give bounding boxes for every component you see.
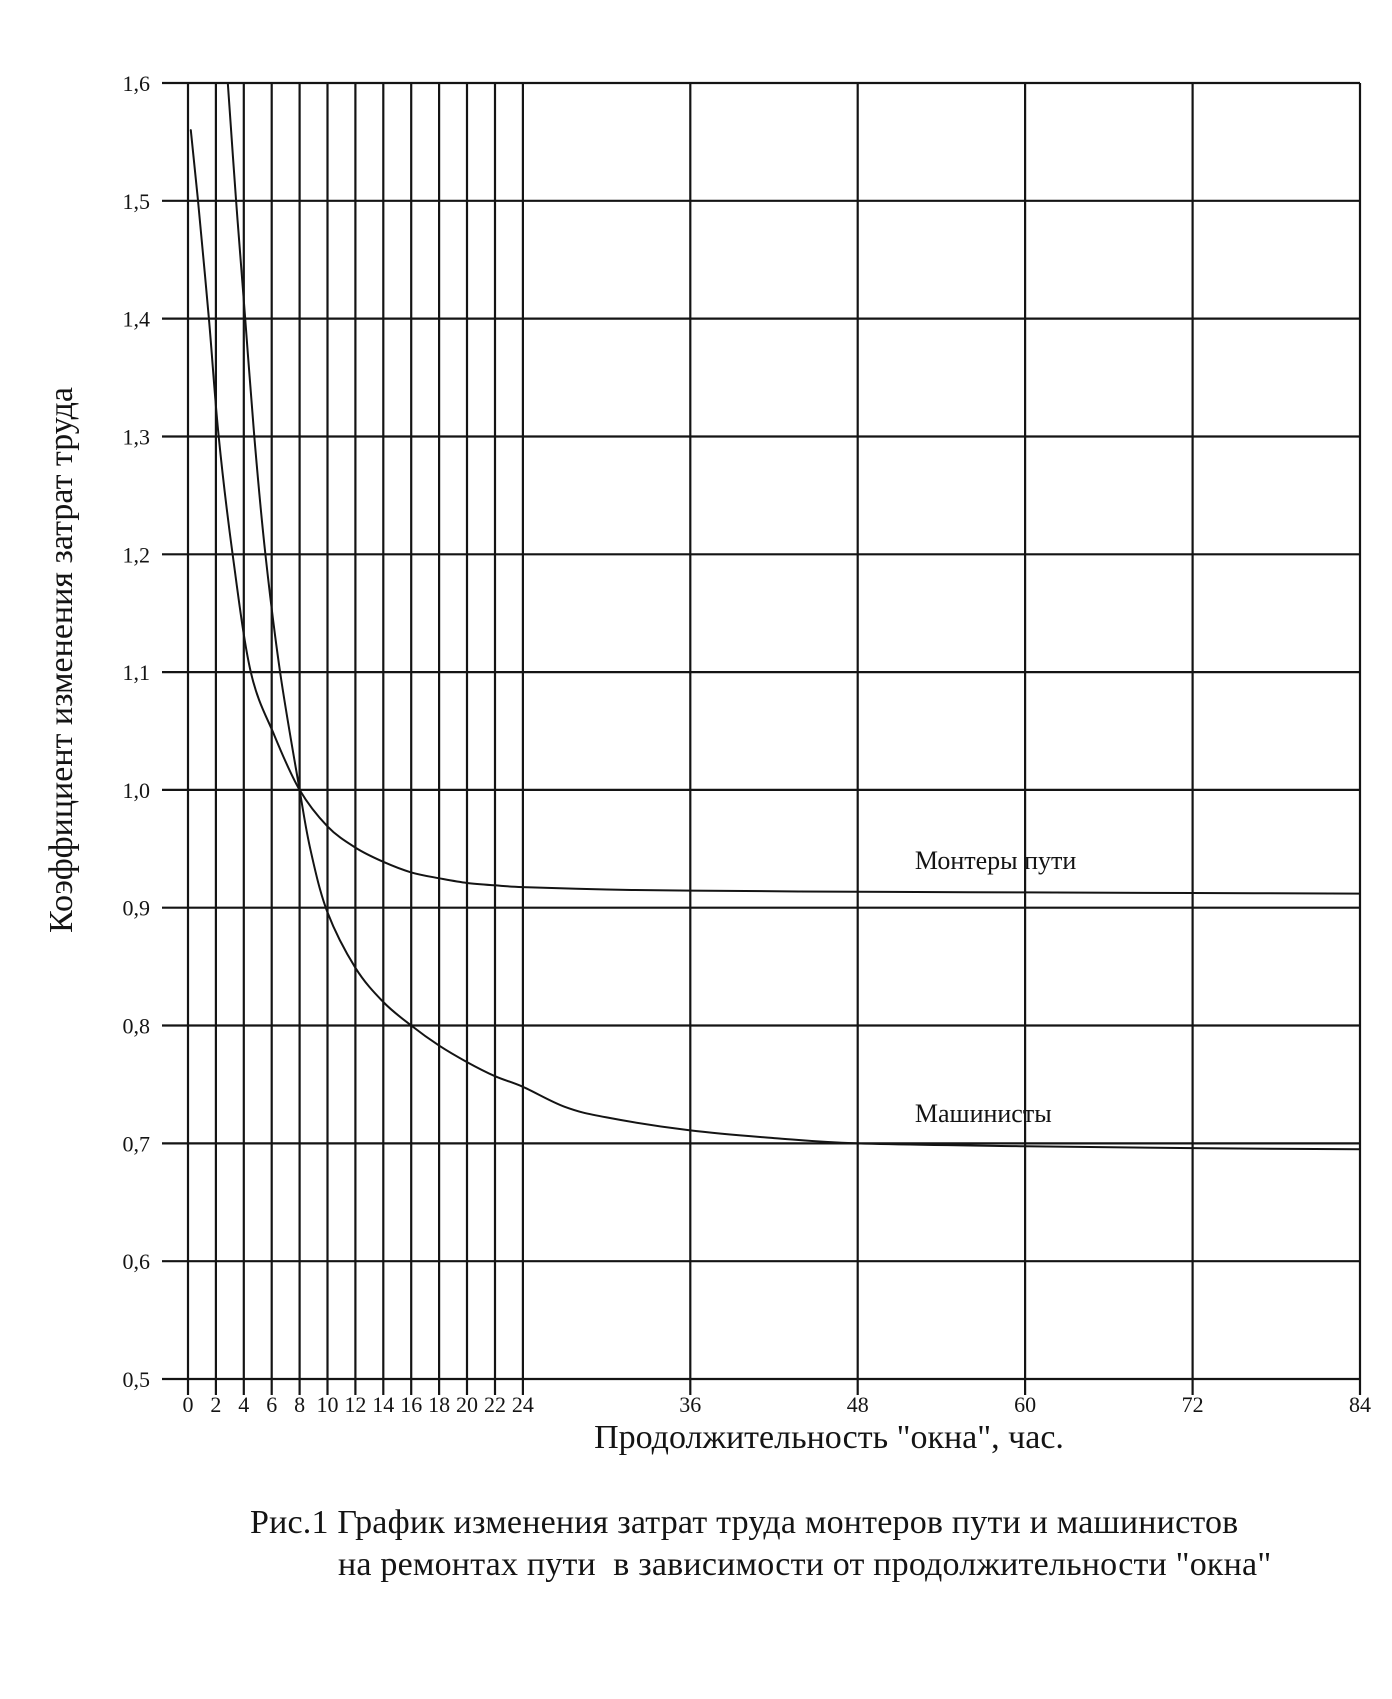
x-tick-label: 72 [1182, 1392, 1204, 1417]
y-tick-label: 1,1 [123, 660, 151, 685]
x-tick-label: 4 [238, 1392, 249, 1417]
figure-caption-line-1: Рис.1 График изменения затрат труда монт… [250, 1504, 1239, 1541]
series-labels-layer: Монтеры пути Машинисты [915, 846, 1077, 1128]
x-tick-label: 0 [183, 1392, 194, 1417]
y-tick-label: 0,6 [123, 1249, 151, 1274]
x-axis-title: Продолжительность "окна", час. [594, 1419, 1064, 1456]
y-tick-label: 1,0 [123, 778, 151, 803]
x-tick-label: 60 [1014, 1392, 1036, 1417]
series-label-2: Машинисты [915, 1099, 1052, 1128]
x-tick-label: 48 [847, 1392, 869, 1417]
y-axis-title: Коэффициент изменения затрат труда [43, 387, 80, 933]
x-tick-label: 8 [294, 1392, 305, 1417]
tick-labels-layer: 1,61,51,41,31,21,11,00,90,80,70,60,50 2 4 6… [123, 71, 1372, 1417]
x-tick-label: 20 [456, 1392, 478, 1417]
grid-layer [162, 81, 1362, 1395]
x-tick-label: 24 [512, 1392, 534, 1417]
y-tick-label: 1,5 [123, 189, 151, 214]
series-curve-1 [189, 129, 1361, 895]
x-tick-label: 36 [679, 1392, 701, 1417]
y-tick-label: 1,4 [123, 307, 151, 332]
y-tick-label: 0,5 [123, 1367, 151, 1392]
y-tick-label: 1,3 [123, 425, 151, 450]
x-tick-label: 16 [400, 1392, 422, 1417]
x-tick-label: 18 [428, 1392, 450, 1417]
y-tick-label: 1,6 [123, 71, 151, 96]
x-tick-label: 2 [210, 1392, 221, 1417]
curves-layer [189, 82, 1361, 1151]
y-tick-label: 0,9 [123, 896, 151, 921]
y-tick-label: 1,2 [123, 542, 151, 567]
x-tick-label: 22 [484, 1392, 506, 1417]
x-tick-label: 12 [344, 1392, 366, 1417]
series-curve-2 [226, 82, 1361, 1151]
y-tick-label: 0,7 [123, 1131, 151, 1156]
y-tick-label: 0,8 [123, 1014, 151, 1039]
figure-caption-line-2: на ремонтах пути в зависимости от продол… [338, 1546, 1272, 1583]
x-tick-label: 84 [1349, 1392, 1371, 1417]
x-tick-label: 6 [266, 1392, 277, 1417]
x-tick-label: 14 [372, 1392, 394, 1417]
series-label-1: Монтеры пути [915, 846, 1077, 875]
x-tick-label: 10 [317, 1392, 339, 1417]
